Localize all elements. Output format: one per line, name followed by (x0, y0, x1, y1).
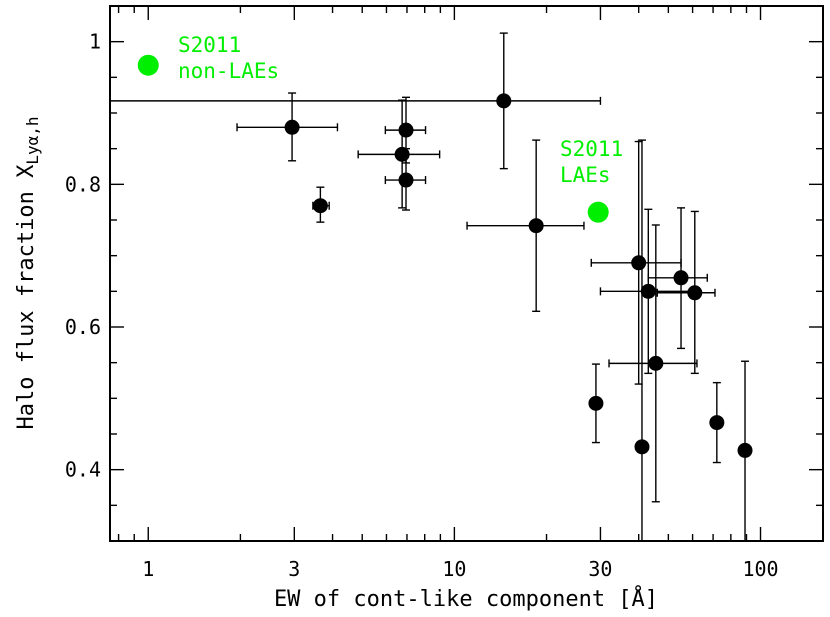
data-point (588, 395, 604, 411)
y-tick-label: 1 (89, 30, 101, 54)
reference-label: S2011 (560, 137, 623, 161)
data-point (284, 119, 300, 135)
y-axis-title: Halo flux fraction XLyα,h (14, 116, 42, 429)
axis-tick-labels: 1 3 10 30 100 0.4 0.6 0.8 1 (65, 30, 779, 581)
data-point (673, 270, 689, 286)
reference-point (587, 201, 609, 223)
data-point (398, 122, 414, 138)
data-point (634, 439, 650, 455)
x-tick-label: 30 (588, 557, 612, 581)
reference-points (137, 54, 609, 223)
x-tick-label: 100 (742, 557, 778, 581)
data-point (737, 442, 753, 458)
data-point (496, 93, 512, 109)
reference-label: non-LAEs (178, 59, 279, 83)
plot-frame (109, 5, 824, 542)
data-point (648, 355, 664, 371)
data-point (528, 218, 544, 234)
x-tick-label: 3 (288, 557, 300, 581)
data-point (398, 172, 414, 188)
data-point (394, 146, 410, 162)
reference-point (137, 54, 159, 76)
data-point (640, 283, 656, 299)
data-point (709, 415, 725, 431)
data-point (312, 198, 328, 214)
axis-ticks (110, 5, 823, 542)
y-tick-label: 0.8 (65, 172, 101, 196)
data-point (687, 285, 703, 301)
x-tick-label: 1 (142, 557, 154, 581)
y-tick-label: 0.4 (65, 458, 101, 482)
data-points (284, 93, 753, 458)
x-tick-label: 10 (442, 557, 466, 581)
y-tick-label: 0.6 (65, 315, 101, 339)
reference-label: S2011 (178, 33, 241, 57)
x-axis-title: EW of cont-like component [Å] (274, 585, 658, 612)
y-axis-title-subscript: Lyα,h (23, 116, 42, 164)
y-axis-title-main: Halo flux fraction X (14, 164, 39, 430)
reference-label: LAEs (560, 163, 611, 187)
data-point (631, 255, 647, 271)
